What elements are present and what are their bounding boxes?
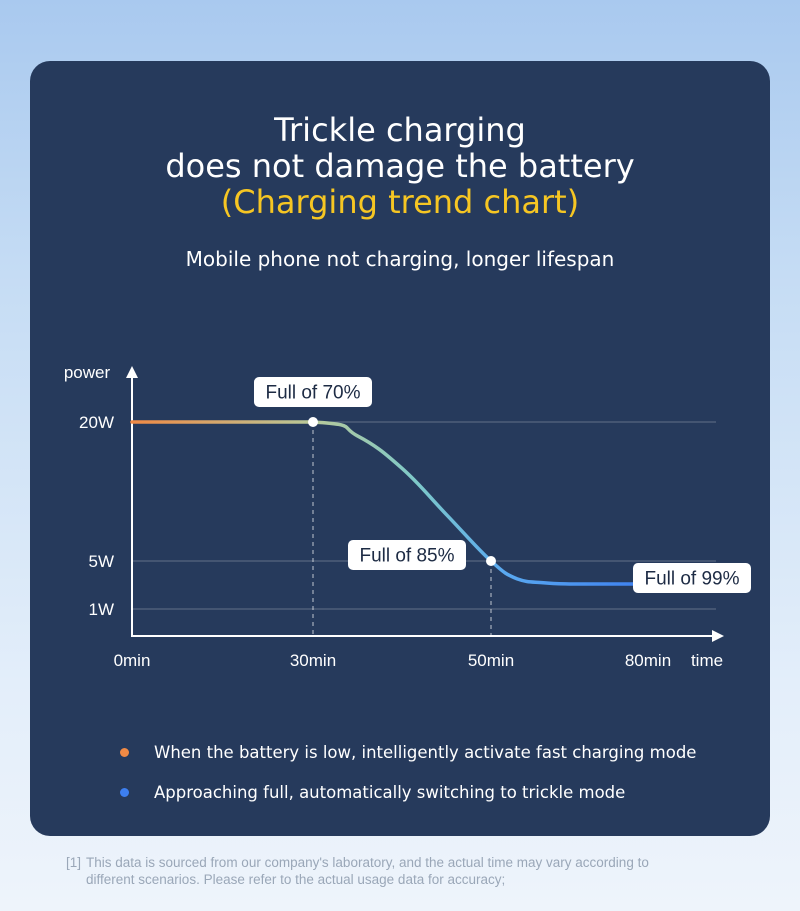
legend-item-fast-charging: When the battery is low, intelligently a… [118,740,738,764]
annotation-badge [633,563,751,593]
annotation-label: Full of 70% [265,383,360,404]
footnote-marker: [1] [66,855,82,870]
x-tick-label: 30min [290,651,336,670]
x-tick-label: 50min [468,651,514,670]
annotation-label: Full of 85% [359,546,454,567]
data-point [308,417,318,427]
subtitle: Mobile phone not charging, longer lifesp… [185,247,615,271]
y-tick-label: 5W [89,552,115,571]
orange-dot-icon [120,747,129,757]
x-axis-arrow-icon [712,630,724,642]
legend-text: Approaching full, automatically switchin… [154,782,626,802]
annotation-label: Full of 99% [644,569,739,590]
x-tick-label: 80min [625,651,671,670]
y-tick-label: 20W [79,413,114,432]
annotation-badge [254,377,372,407]
title-line-1: Trickle charging [274,111,526,149]
title-line-2: does not damage the battery [165,147,635,185]
footnote: [1] This data is sourced from our company… [66,854,756,888]
title-line-3: (Charging trend chart) [220,183,580,221]
annotation-badge [348,540,466,570]
y-axis-title: power [64,363,111,382]
blue-dot-icon [120,787,129,797]
data-point [486,556,496,566]
chart-card [30,61,770,836]
legend-text: When the battery is low, intelligently a… [154,742,697,762]
footnote-line-1: This data is sourced from our company's … [86,855,649,870]
y-tick-label: 1W [89,600,115,619]
legend-item-trickle-mode: Approaching full, automatically switchin… [118,780,738,804]
x-axis-title: time [691,651,723,670]
x-tick-label: 0min [114,651,151,670]
y-axis-arrow-icon [126,366,138,378]
footnote-line-2: different scenarios. Please refer to the… [86,872,506,887]
